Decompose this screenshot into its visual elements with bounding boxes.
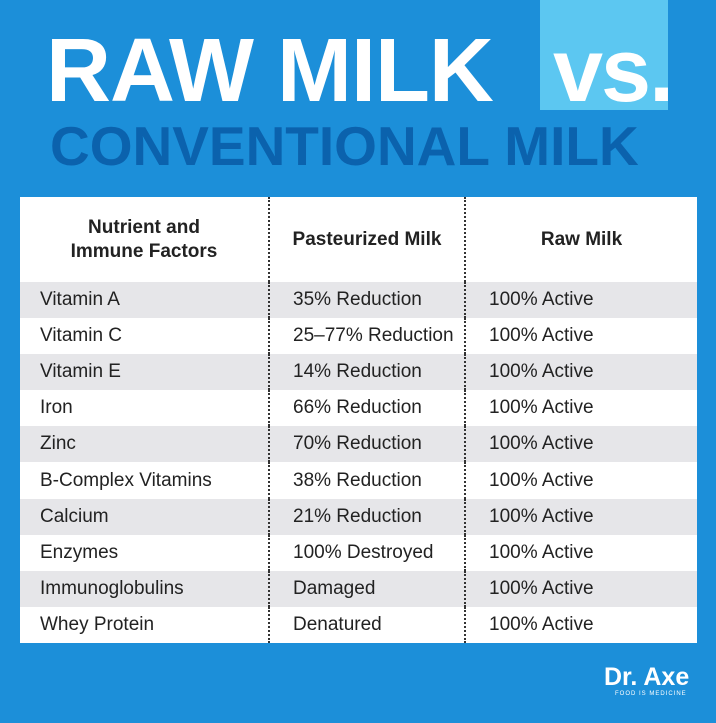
table-cell: 25–77% Reduction xyxy=(268,318,465,355)
table-row: Immunoglobulins Damaged 100% Active xyxy=(20,570,697,607)
table-cell: 66% Reduction xyxy=(268,390,465,427)
subtitle: CONVENTIONAL MILK xyxy=(50,115,639,177)
column-header: Raw Milk xyxy=(464,197,697,282)
table-cell: 100% Active xyxy=(464,462,697,499)
table-cell: Vitamin A xyxy=(20,282,269,319)
table-row: Calcium 21% Reduction 100% Active xyxy=(20,498,697,535)
table-cell: 100% Active xyxy=(464,606,697,643)
table-cell: 100% Active xyxy=(464,282,697,319)
table-row: Zinc 70% Reduction 100% Active xyxy=(20,426,697,463)
table-row: Vitamin E 14% Reduction 100% Active xyxy=(20,354,697,391)
table-cell: Vitamin C xyxy=(40,325,123,347)
table-cell: 100% Active xyxy=(464,318,697,355)
column-header: Pasteurized Milk xyxy=(268,197,465,282)
table-row: Vitamin C 25–77% Reduction 100% Active xyxy=(20,318,697,355)
table-cell: Immunoglobulins xyxy=(20,570,269,607)
table-body: Vitamin A 35% Reduction 100% Active Vitamin… xyxy=(20,282,697,643)
table-cell: 38% Reduction xyxy=(268,462,465,499)
table-cell: Damaged xyxy=(268,570,465,607)
table-row: Whey Protein Denatured 100% Active xyxy=(20,606,697,643)
table-cell: 100% Active xyxy=(464,570,697,607)
tagline: FOOD IS MEDICINE xyxy=(615,691,687,697)
table-cell: Calcium xyxy=(20,498,269,535)
table-cell: 70% Reduction xyxy=(268,426,465,463)
table-row: Vitamin A 35% Reduction 100% Active xyxy=(20,282,697,319)
column-header-text: Raw Milk xyxy=(540,228,623,250)
table-cell: 100% Active xyxy=(464,498,697,535)
table-cell: Vitamin E xyxy=(20,354,269,391)
table-cell: 14% Reduction xyxy=(268,354,465,391)
table-row: B-Complex Vitamins 38% Reduction 100% Acti… xyxy=(20,462,697,499)
table-row: Iron 66% Reduction 100% Active xyxy=(20,390,697,427)
title: RAW MILK xyxy=(46,21,494,121)
table-cell: Enzymes xyxy=(40,541,119,563)
table-cell: 100% Active xyxy=(464,534,697,571)
table-cell: 100% Active xyxy=(464,354,697,391)
badge-box xyxy=(540,0,668,110)
table-head: Nutrient and Immune Factors Pasteurized M… xyxy=(20,197,697,282)
comparison-table: Nutrient and Immune Factors Pasteurized M… xyxy=(20,197,697,643)
column-header-text: Pasteurized Milk xyxy=(292,228,442,250)
table-row: Enzymes 100% Destroyed 100% Active xyxy=(20,534,697,571)
table-cell: Iron xyxy=(40,397,73,419)
column-header-text: Nutrient and Immune Factors xyxy=(70,216,218,262)
table-cell: 100% Destroyed xyxy=(268,534,465,571)
table-cell: Whey Protein xyxy=(40,613,155,635)
table-cell: 21% Reduction xyxy=(268,498,465,535)
brand: Dr. Axe xyxy=(604,663,690,691)
column-header: Nutrient and Immune Factors xyxy=(20,197,269,282)
table-cell: Denatured xyxy=(268,606,465,643)
table-cell: 100% Active xyxy=(464,426,697,463)
badge-text: vs. xyxy=(553,21,674,121)
table-cell: 35% Reduction xyxy=(268,282,465,319)
table-cell: 100% Active xyxy=(464,390,697,427)
table-cell: B-Complex Vitamins xyxy=(40,469,212,491)
table-cell: Zinc xyxy=(20,426,269,463)
header-row: Nutrient and Immune Factors Pasteurized M… xyxy=(20,197,697,282)
